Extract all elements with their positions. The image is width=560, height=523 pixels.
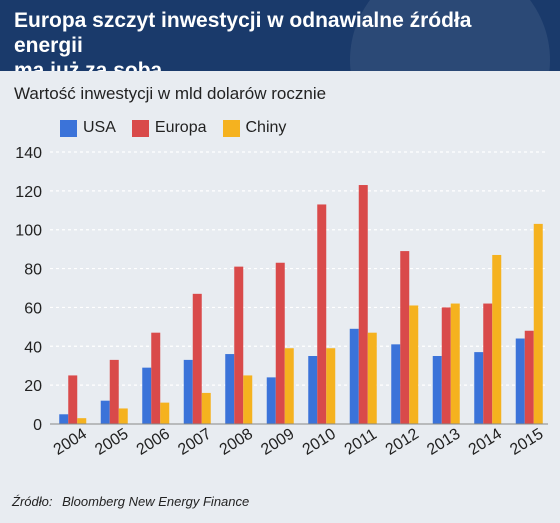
bar-usa-2014 (474, 352, 484, 424)
x-tick-label: 2010 (300, 425, 339, 458)
x-tick-label: 2008 (217, 425, 256, 458)
x-tick-label: 2007 (175, 425, 214, 458)
legend-swatch-usa (60, 119, 77, 137)
bar-chiny-2006 (160, 402, 170, 424)
bar-chiny-2010 (326, 348, 336, 424)
bar-europa-2007 (192, 293, 202, 424)
legend-item-usa: USA (60, 119, 116, 137)
y-tick-label: 60 (24, 300, 42, 317)
y-tick-label: 140 (15, 145, 42, 162)
source-text: Bloomberg New Energy Finance (62, 494, 250, 509)
bar-chiny-2011 (367, 332, 377, 424)
bar-usa-2009 (266, 377, 276, 424)
bar-europa-2011 (358, 185, 368, 424)
bar-chiny-2015 (533, 223, 543, 424)
bar-usa-2011 (349, 328, 359, 424)
bar-chiny-2013 (450, 303, 460, 424)
source-label: Źródło: (12, 494, 53, 509)
chart-subtitle: Wartość inwestycji w mld dolarów rocznie (14, 84, 327, 103)
bar-usa-2007 (183, 359, 193, 424)
bar-usa-2015 (515, 338, 525, 424)
y-tick-label: 120 (15, 184, 42, 201)
bar-usa-2008 (225, 354, 235, 424)
bar-chiny-2005 (118, 408, 128, 424)
legend-swatch-europa (131, 119, 149, 137)
bar-chiny-2009 (284, 348, 294, 424)
bar-europa-2005 (109, 359, 119, 424)
bar-chiny-2004 (77, 418, 87, 424)
x-tick-label: 2015 (507, 425, 546, 458)
bar-usa-2005 (100, 400, 110, 424)
legend-label-usa: USA (83, 119, 116, 136)
header-banner: Europa szczyt inwestycji w odnawialne źr… (0, 0, 560, 71)
bar-chiny-2008 (243, 375, 253, 424)
bar-usa-2012 (391, 344, 401, 424)
legend-item-europa: Europa (131, 119, 207, 137)
y-tick-label: 0 (33, 417, 42, 434)
bar-usa-2006 (142, 367, 152, 424)
bar-europa-2004 (68, 375, 78, 424)
bar-europa-2009 (275, 262, 285, 424)
bar-europa-2014 (483, 303, 493, 424)
bar-europa-2006 (151, 332, 161, 424)
page-title: Europa szczyt inwestycji w odnawialne źr… (14, 8, 544, 71)
title-line-1: Europa szczyt inwestycji w odnawialne źr… (14, 9, 472, 57)
bar-europa-2012 (400, 251, 410, 424)
bar-europa-2008 (234, 266, 244, 424)
legend-swatch-chiny (222, 119, 240, 137)
chart-legend: USA Europa Chiny (60, 118, 302, 138)
x-tick-label: 2011 (342, 426, 380, 459)
bar-usa-2010 (308, 356, 318, 424)
y-tick-label: 20 (24, 378, 42, 395)
legend-label-chiny: Chiny (245, 119, 287, 136)
legend-label-europa: Europa (154, 119, 207, 136)
x-tick-label: 2004 (51, 425, 90, 458)
x-tick-label: 2005 (92, 425, 131, 458)
source-note: Źródło: Bloomberg New Energy Finance (12, 494, 249, 509)
bar-europa-2010 (317, 204, 327, 424)
y-tick-label: 80 (24, 262, 42, 279)
x-tick-label: 2012 (383, 425, 422, 458)
x-tick-label: 2014 (466, 425, 505, 458)
bar-chiny-2012 (409, 305, 419, 424)
x-tick-label: 2009 (258, 425, 297, 458)
bar-europa-2013 (441, 307, 451, 424)
bar-chiny-2014 (492, 254, 502, 424)
title-line-2: ma już za sobą (14, 59, 163, 71)
legend-item-chiny: Chiny (222, 119, 287, 137)
bar-chiny-2007 (201, 392, 211, 424)
bar-usa-2013 (432, 356, 442, 424)
x-tick-label: 2006 (134, 425, 173, 458)
y-tick-label: 40 (24, 339, 42, 356)
y-tick-label: 100 (15, 223, 42, 240)
bar-usa-2004 (59, 414, 69, 424)
x-tick-label: 2013 (424, 425, 463, 458)
watermark-logo (350, 0, 550, 71)
bar-europa-2015 (524, 330, 534, 424)
